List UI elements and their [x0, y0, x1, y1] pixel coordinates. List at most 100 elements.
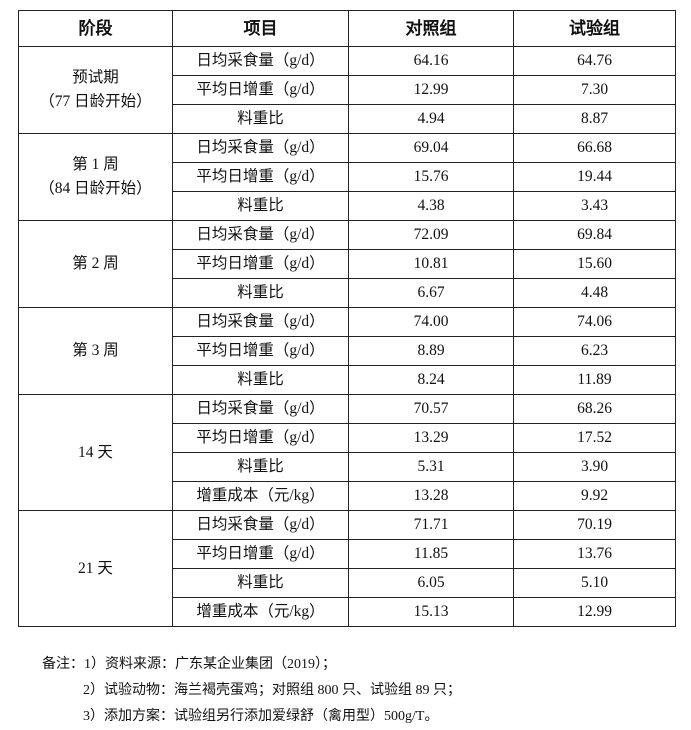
item-cell: 增重成本（元/kg） — [172, 597, 349, 627]
note-1: 备注：1）资料来源：广东某企业集团（2019）； — [42, 657, 336, 672]
item-cell: 平均日增重（g/d） — [172, 539, 349, 569]
stage-label: 14 天 — [78, 443, 113, 461]
stage-cell: 第 2 周 — [18, 220, 173, 308]
item-cell: 料重比 — [172, 452, 349, 482]
item-cell: 日均采食量（g/d） — [172, 307, 349, 337]
item-cell: 料重比 — [172, 278, 349, 308]
control-value: 13.28 — [348, 481, 514, 511]
item-cell: 日均采食量（g/d） — [172, 394, 349, 424]
table-row: 第 3 周 日均采食量（g/d） 74.00 74.06 — [18, 307, 676, 395]
stage-cell: 预试期 （77 日龄开始） — [18, 46, 173, 134]
control-value: 12.99 — [348, 75, 514, 105]
table-row: 21 天 日均采食量（g/d） 71.71 70.19 — [18, 510, 676, 627]
table-row: 增重成本（元/kg） 13.28 9.92 — [19, 481, 676, 511]
table-row: 平均日增重（g/d） 12.99 7.30 — [19, 75, 676, 105]
trial-value: 64.76 — [513, 46, 676, 76]
control-value: 11.85 — [348, 539, 514, 569]
stage-label: 预试期 — [72, 69, 119, 86]
trial-value: 70.19 — [513, 510, 676, 540]
control-value: 6.05 — [348, 568, 514, 598]
control-value: 5.31 — [348, 452, 514, 482]
trial-value: 12.99 — [513, 597, 676, 627]
control-value: 4.38 — [348, 191, 514, 221]
trial-value: 66.68 — [513, 133, 676, 163]
trial-value: 6.23 — [513, 336, 676, 366]
trial-value: 3.90 — [513, 452, 676, 482]
trial-value: 74.06 — [513, 307, 676, 337]
trial-value: 3.43 — [513, 191, 676, 221]
trial-value: 13.76 — [513, 539, 676, 569]
item-cell: 料重比 — [172, 568, 349, 598]
control-value: 15.76 — [348, 162, 514, 192]
header-trial: 试验组 — [513, 10, 676, 47]
stage-cell: 第 1 周 （84 日龄开始） — [18, 133, 173, 221]
trial-value: 11.89 — [513, 365, 676, 395]
item-cell: 日均采食量（g/d） — [172, 133, 349, 163]
trial-value: 9.92 — [513, 481, 676, 511]
control-value: 69.04 — [348, 133, 514, 163]
trial-value: 7.30 — [513, 75, 676, 105]
stage-cell: 14 天 — [18, 394, 173, 511]
control-value: 74.00 — [348, 307, 514, 337]
item-cell: 日均采食量（g/d） — [172, 220, 349, 250]
table-row: 料重比 8.24 11.89 — [19, 365, 676, 395]
trial-value: 69.84 — [513, 220, 676, 250]
item-cell: 增重成本（元/kg） — [172, 481, 349, 511]
control-value: 10.81 — [348, 249, 514, 279]
stage-label: 第 2 周 — [72, 255, 119, 272]
table-row: 平均日增重（g/d） 13.29 17.52 — [19, 423, 676, 453]
header-control: 对照组 — [348, 10, 514, 47]
control-value: 6.67 — [348, 278, 514, 308]
item-cell: 料重比 — [172, 104, 349, 134]
trial-value: 15.60 — [513, 249, 676, 279]
item-cell: 平均日增重（g/d） — [172, 336, 349, 366]
header-row: 阶段 项目 对照组 试验组 — [18, 10, 676, 47]
control-value: 15.13 — [348, 597, 514, 627]
item-cell: 日均采食量（g/d） — [172, 46, 349, 76]
table-row: 平均日增重（g/d） 15.76 19.44 — [19, 162, 676, 192]
item-cell: 平均日增重（g/d） — [172, 249, 349, 279]
stage-cell: 21 天 — [18, 510, 173, 627]
table-row: 第 1 周 （84 日龄开始） 日均采食量（g/d） 69.04 66.68 — [18, 133, 676, 221]
control-value: 4.94 — [348, 104, 514, 134]
table-row: 第 2 周 日均采食量（g/d） 72.09 69.84 — [18, 220, 676, 308]
data-table: 阶段 项目 对照组 试验组 预试期 （77 日龄开始） 日均采食量（g/d） 64.1… — [18, 10, 676, 627]
trial-value: 68.26 — [513, 394, 676, 424]
note-2: 2）试验动物：海兰褐壳蛋鸡；对照组 800 只、试验组 89 只； — [83, 683, 461, 698]
control-value: 13.29 — [348, 423, 514, 453]
control-value: 70.57 — [348, 394, 514, 424]
table-row: 增重成本（元/kg） 15.13 12.99 — [19, 597, 676, 627]
item-cell: 日均采食量（g/d） — [172, 510, 349, 540]
control-value: 71.71 — [348, 510, 514, 540]
table-row: 平均日增重（g/d） 10.81 15.60 — [19, 249, 676, 279]
item-cell: 料重比 — [172, 365, 349, 395]
trial-value: 17.52 — [513, 423, 676, 453]
trial-value: 5.10 — [513, 568, 676, 598]
table-row: 料重比 4.38 3.43 — [19, 191, 676, 221]
control-value: 8.24 — [348, 365, 514, 395]
table-row: 14 天 日均采食量（g/d） 70.57 68.26 — [18, 394, 676, 511]
trial-value: 19.44 — [513, 162, 676, 192]
stage-label: 21 天 — [78, 559, 113, 577]
stage-cell: 第 3 周 — [18, 307, 173, 395]
stage-label: 第 3 周 — [72, 342, 119, 359]
item-cell: 平均日增重（g/d） — [172, 75, 349, 105]
stage-label: （77 日龄开始） — [39, 93, 152, 110]
control-value: 72.09 — [348, 220, 514, 250]
table-row: 预试期 （77 日龄开始） 日均采食量（g/d） 64.16 64.76 — [18, 46, 676, 134]
header-stage: 阶段 — [18, 10, 173, 47]
control-value: 64.16 — [348, 46, 514, 76]
notes: 备注：1）资料来源：广东某企业集团（2019）； 2）试验动物：海兰褐壳蛋鸡；对… — [42, 652, 461, 730]
trial-value: 8.87 — [513, 104, 676, 134]
table-row: 料重比 4.94 8.87 — [19, 104, 676, 134]
trial-value: 4.48 — [513, 278, 676, 308]
item-cell: 料重比 — [172, 191, 349, 221]
header-item: 项目 — [172, 10, 349, 47]
item-cell: 平均日增重（g/d） — [172, 162, 349, 192]
stage-label: 第 1 周 — [72, 156, 119, 173]
item-cell: 平均日增重（g/d） — [172, 423, 349, 453]
control-value: 8.89 — [348, 336, 514, 366]
stage-label: （84 日龄开始） — [39, 180, 152, 197]
table-row: 料重比 5.31 3.90 — [19, 452, 676, 482]
note-3: 3）添加方案：试验组另行添加爱绿舒（禽用型）500g/T。 — [83, 709, 439, 724]
